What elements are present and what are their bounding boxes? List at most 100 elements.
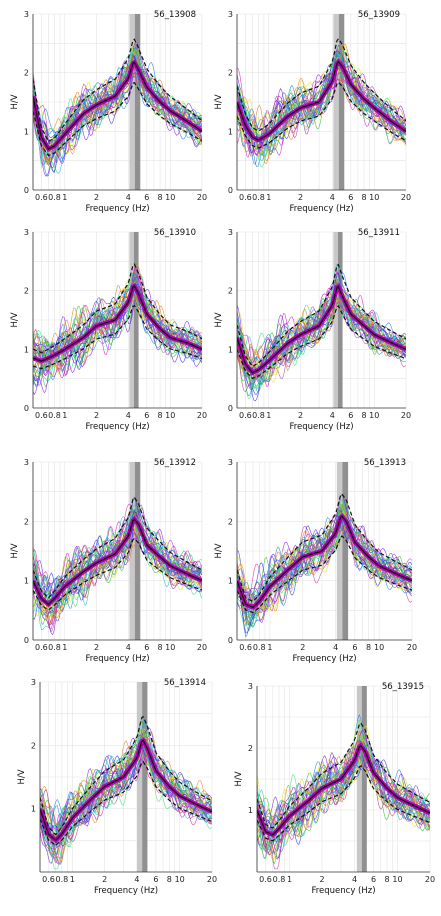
peak-band-right	[134, 462, 141, 640]
window-curve	[33, 59, 202, 160]
x-tick-label: 10	[369, 193, 379, 202]
window-curve	[237, 284, 406, 382]
x-tick-label: 8	[157, 193, 162, 202]
x-tick-label: 2	[94, 411, 99, 420]
peak-band-right	[142, 682, 148, 872]
x-tick-label: 20	[207, 875, 217, 884]
panel-title: 56_13914	[164, 678, 206, 688]
y-tick-label: 2	[24, 287, 29, 296]
x-tick-label: 4	[330, 193, 335, 202]
x-tick-label: 4	[126, 193, 131, 202]
window-curve	[237, 52, 406, 157]
y-tick-label: 3	[24, 10, 29, 19]
x-axis-label: Frequency (Hz)	[311, 886, 375, 896]
std-upper-curve	[33, 38, 202, 143]
mean-curve	[33, 285, 202, 362]
y-tick-label: 0	[24, 636, 29, 645]
x-tick-label: 0.8	[56, 875, 69, 884]
window-curves	[33, 264, 202, 395]
std-upper-curve	[33, 496, 202, 599]
window-curve	[237, 517, 412, 605]
std-lower-curve	[33, 537, 202, 611]
y-tick-label: 1	[248, 806, 253, 815]
x-tick-label: 0.8	[252, 193, 265, 202]
y-tick-label: 0	[228, 636, 233, 645]
y-axis-label: H/V	[214, 94, 224, 109]
x-tick-label: 20	[401, 411, 411, 420]
peak-band-left	[129, 462, 135, 640]
y-tick-label: 2	[228, 69, 233, 78]
x-tick-label: 0.8	[253, 643, 266, 652]
window-curve	[257, 730, 430, 838]
mean-curve	[237, 285, 406, 374]
x-tick-label: 6	[144, 193, 149, 202]
y-axis-label: H/V	[10, 543, 20, 558]
x-tick-label: 1	[266, 193, 271, 202]
x-tick-label: 0.6	[239, 411, 252, 420]
x-tick-label: 2	[94, 643, 99, 652]
y-tick-label: 1	[31, 805, 36, 814]
y-tick-label: 0	[228, 404, 233, 413]
x-tick-label: 6	[144, 411, 149, 420]
window-curve	[33, 291, 202, 381]
x-tick-label: 8	[361, 193, 366, 202]
peak-band-left	[356, 686, 362, 872]
x-tick-label: 8	[167, 875, 172, 884]
panel-title: 56_13912	[154, 458, 196, 468]
y-tick-label: 2	[24, 517, 29, 526]
peak-band-left	[333, 14, 339, 190]
y-tick-label: 0	[24, 186, 29, 195]
y-tick-label: 2	[31, 741, 36, 750]
mean-curve	[33, 61, 202, 150]
x-tick-label: 1	[287, 875, 292, 884]
x-tick-label: 6	[144, 643, 149, 652]
y-tick-label: 3	[228, 458, 233, 467]
x-tick-label: 0.6	[35, 193, 48, 202]
x-tick-label: 0.6	[239, 193, 252, 202]
window-curve	[237, 282, 406, 387]
window-curves	[40, 715, 212, 870]
window-curve	[33, 266, 202, 379]
window-curve	[33, 268, 202, 377]
x-tick-label: 20	[197, 193, 207, 202]
window-curve	[40, 730, 212, 858]
x-tick-label: 8	[157, 411, 162, 420]
y-tick-label: 3	[31, 678, 36, 687]
x-tick-label: 1	[266, 411, 271, 420]
x-tick-label: 6	[348, 411, 353, 420]
x-tick-label: 20	[407, 643, 417, 652]
x-axis-label: Frequency (Hz)	[85, 204, 149, 214]
x-tick-label: 4	[330, 411, 335, 420]
x-tick-label: 4	[126, 411, 131, 420]
std-lower-curve	[33, 304, 202, 370]
x-tick-label: 4	[333, 643, 338, 652]
window-curve	[33, 60, 202, 162]
x-tick-label: 10	[165, 193, 175, 202]
y-tick-label: 3	[228, 10, 233, 19]
y-tick-label: 1	[24, 127, 29, 136]
std-lower-curve	[237, 535, 412, 614]
x-tick-label: 4	[126, 643, 131, 652]
window-curve	[33, 515, 202, 625]
y-tick-label: 1	[228, 345, 233, 354]
peak-band-right	[338, 14, 345, 190]
x-tick-label: 0.6	[35, 643, 48, 652]
window-curve	[237, 502, 412, 632]
x-tick-label: 6	[371, 875, 376, 884]
y-tick-label: 1	[24, 577, 29, 586]
x-tick-label: 1	[70, 875, 75, 884]
y-tick-label: 1	[228, 577, 233, 586]
x-axis-label: Frequency (Hz)	[94, 886, 158, 896]
std-lower-curve	[257, 765, 430, 842]
window-curve	[237, 521, 412, 627]
x-tick-label: 2	[102, 875, 107, 884]
window-curve	[33, 279, 202, 378]
window-curve	[40, 746, 212, 847]
x-tick-label: 20	[197, 411, 207, 420]
x-tick-label: 0.6	[259, 875, 272, 884]
x-tick-label: 8	[366, 643, 371, 652]
